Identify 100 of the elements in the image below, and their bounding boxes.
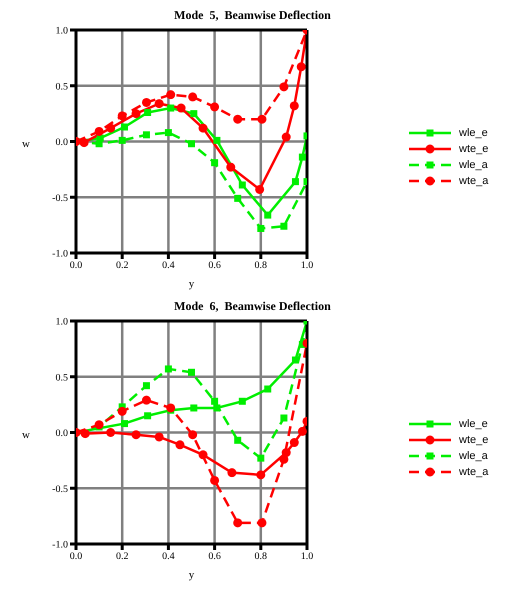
- point: [238, 181, 246, 188]
- y-tick-label: 0.0: [56, 137, 68, 148]
- point: [292, 178, 299, 186]
- point: [213, 136, 220, 144]
- point: [213, 404, 220, 412]
- point: [121, 420, 128, 428]
- x-tick-label: 0.2: [116, 551, 128, 562]
- point: [96, 140, 103, 148]
- point: [94, 126, 104, 136]
- x-tick-label: 0.6: [208, 260, 221, 272]
- point: [234, 436, 242, 444]
- point: [144, 412, 152, 420]
- point: [80, 429, 90, 438]
- point: [142, 382, 150, 390]
- chart-title: Mode 5, Beamwise Deflection: [173, 8, 332, 23]
- point: [188, 92, 198, 102]
- legend-label: wle_e: [459, 127, 488, 139]
- point: [257, 454, 264, 462]
- point: [176, 104, 186, 113]
- point: [118, 406, 127, 416]
- point: [132, 109, 141, 118]
- x-tick-label: 0.8: [254, 551, 268, 562]
- point: [211, 398, 218, 405]
- point: [164, 365, 172, 372]
- point: [238, 398, 246, 405]
- x-tick-label: 0.4: [162, 551, 175, 562]
- point: [290, 438, 299, 448]
- legend-label: wte_e: [459, 434, 488, 446]
- point: [188, 368, 195, 376]
- point: [118, 111, 127, 120]
- y-tick-label: 0.5: [56, 81, 68, 92]
- point: [226, 162, 236, 172]
- point: [190, 404, 198, 412]
- y-tick-label: -1.0: [52, 540, 68, 551]
- point: [210, 476, 220, 485]
- point: [166, 90, 176, 100]
- x-tick-label: 1.0: [300, 260, 314, 272]
- legend-label: wle_a: [459, 450, 488, 462]
- x-tick-label: 0.8: [254, 260, 268, 272]
- y-axis-title: w: [22, 429, 30, 441]
- point: [198, 450, 208, 460]
- point: [80, 138, 89, 148]
- point: [257, 224, 264, 232]
- y-tick-label: -1.0: [52, 248, 68, 260]
- point: [132, 430, 141, 440]
- point: [166, 403, 176, 412]
- point: [255, 184, 264, 194]
- chart-title: Mode 6, Beamwise Deflection: [173, 299, 332, 314]
- point: [298, 426, 307, 436]
- point: [144, 109, 152, 116]
- legend-label: wte_e: [459, 143, 488, 155]
- y-tick-label: -0.5: [52, 484, 68, 495]
- point: [264, 212, 272, 219]
- x-axis-title: y: [188, 569, 195, 581]
- point: [257, 114, 266, 124]
- legend-label: wle_a: [459, 159, 488, 171]
- y-tick-label: 1.0: [56, 26, 68, 37]
- point: [264, 386, 272, 393]
- point: [142, 131, 150, 138]
- point: [121, 124, 128, 131]
- point: [142, 98, 151, 107]
- x-tick-label: 0.0: [70, 551, 82, 562]
- x-tick-label: 1.0: [300, 551, 314, 562]
- point: [106, 124, 116, 133]
- point: [142, 396, 151, 405]
- point: [256, 470, 266, 480]
- y-tick-label: 1.0: [56, 316, 68, 328]
- point: [280, 222, 288, 230]
- point: [282, 132, 291, 142]
- y-tick-label: -0.5: [52, 192, 68, 204]
- point: [188, 140, 195, 148]
- point: [94, 420, 104, 430]
- point: [298, 154, 306, 161]
- point: [106, 428, 116, 437]
- point: [154, 432, 164, 442]
- point: [233, 114, 242, 124]
- x-tick-label: 0.0: [70, 260, 82, 272]
- x-tick-label: 0.4: [162, 260, 175, 272]
- y-axis-title: w: [22, 138, 30, 150]
- legend-label: wte_a: [459, 466, 488, 478]
- x-tick-label: 0.2: [116, 260, 128, 272]
- y-tick-label: 0.5: [56, 372, 68, 384]
- point: [210, 102, 220, 112]
- point: [118, 136, 126, 144]
- point: [190, 110, 198, 118]
- y-tick-label: 0.0: [56, 428, 68, 440]
- legend-label: wle_e: [459, 418, 488, 430]
- point: [257, 518, 266, 528]
- point: [167, 104, 174, 112]
- point: [164, 129, 172, 136]
- point: [296, 62, 306, 72]
- point: [188, 430, 198, 440]
- x-axis-title: y: [188, 278, 195, 290]
- x-tick-label: 0.6: [208, 551, 221, 562]
- legend-label: wte_a: [459, 175, 488, 187]
- point: [290, 101, 299, 110]
- point: [154, 99, 164, 108]
- point: [279, 82, 288, 92]
- point: [234, 194, 242, 202]
- point: [233, 518, 242, 528]
